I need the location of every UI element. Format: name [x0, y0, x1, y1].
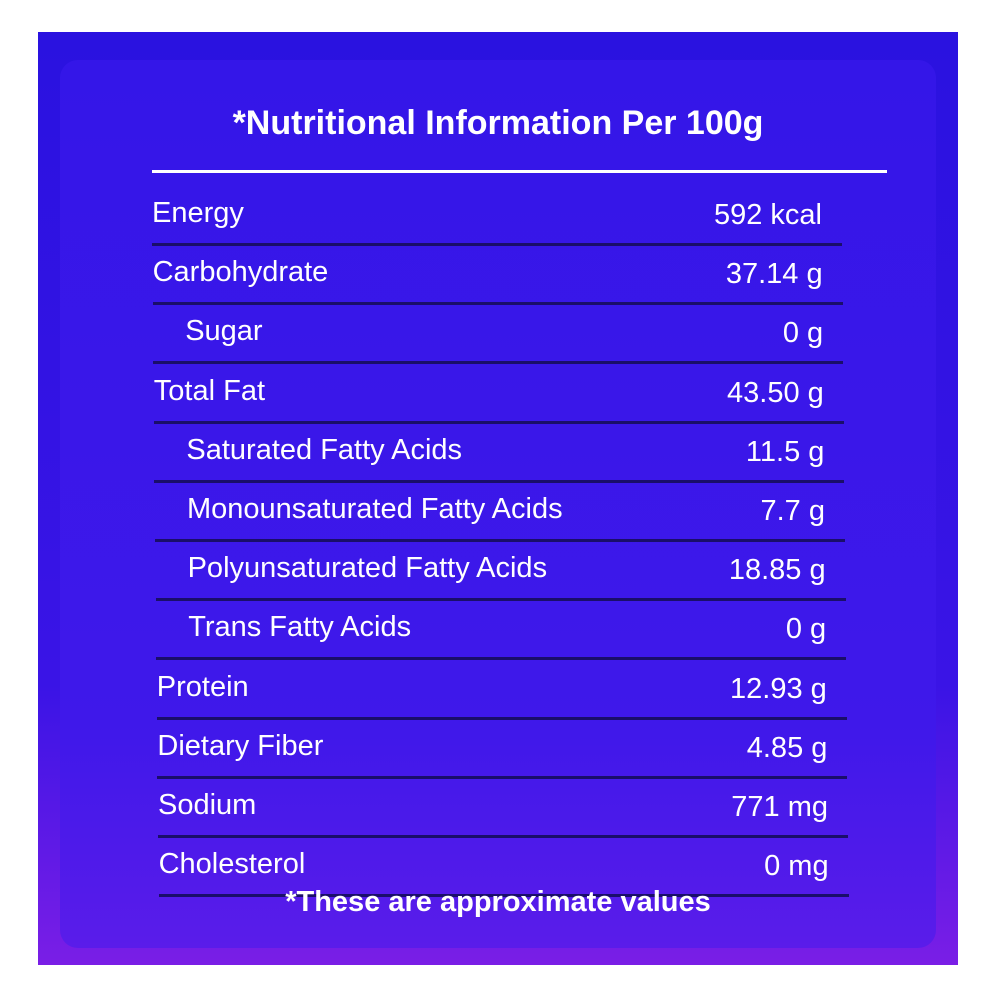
table-row: Sugar 0 g [153, 303, 844, 365]
table-row: Sodium 771 mg [158, 777, 848, 838]
row-label: Trans Fatty Acids [188, 611, 412, 644]
row-label: Saturated Fatty Acids [186, 433, 463, 466]
table-row: Energy 592 kcal [152, 185, 842, 246]
row-value: 18.85 g [728, 554, 826, 587]
row-label: Protein [156, 670, 249, 703]
row-value: 4.85 g [746, 731, 828, 764]
row-label: Energy [152, 197, 244, 229]
row-value: 592 kcal [713, 199, 822, 231]
row-label: Carbohydrate [152, 256, 329, 289]
inner-panel: *Nutritional Information Per 100g Energy… [60, 60, 936, 948]
row-value: 0 g [785, 613, 827, 646]
row-label: Total Fat [153, 374, 266, 407]
row-value: 11.5 g [745, 435, 825, 468]
table-row: Trans Fatty Acids 0 g [156, 599, 847, 661]
row-value: 12.93 g [730, 672, 827, 705]
table-row: Saturated Fatty Acids 11.5 g [154, 422, 845, 483]
table-row: Dietary Fiber 4.85 g [157, 718, 848, 779]
table-row: Polyunsaturated Fatty Acids 18.85 g [155, 540, 846, 602]
row-value: 0 g [782, 317, 824, 350]
table-row: Monounsaturated Fatty Acids 7.7 g [155, 481, 845, 542]
outer-panel: *Nutritional Information Per 100g Energy… [38, 32, 958, 965]
table-row: Cholesterol 0 mg [158, 836, 849, 898]
row-label: Polyunsaturated Fatty Acids [187, 552, 548, 585]
row-label: Dietary Fiber [157, 729, 324, 762]
table-title: *Nutritional Information Per 100g [232, 104, 764, 142]
row-value: 771 mg [731, 791, 828, 823]
row-label: Monounsaturated Fatty Acids [187, 493, 563, 525]
row-value: 37.14 g [725, 258, 823, 291]
row-value: 43.50 g [727, 376, 824, 409]
title-rule [152, 170, 887, 173]
table-row: Total Fat 43.50 g [153, 363, 844, 424]
row-value: 0 mg [764, 850, 829, 883]
table-row: Protein 12.93 g [156, 659, 847, 720]
row-label: Cholesterol [158, 848, 306, 881]
row-value: 7.7 g [760, 495, 826, 527]
footnote: *These are approximate values [285, 886, 711, 918]
table-row: Carbohydrate 37.14 g [152, 244, 843, 306]
row-label: Sugar [185, 315, 263, 348]
row-label: Sodium [158, 789, 257, 821]
